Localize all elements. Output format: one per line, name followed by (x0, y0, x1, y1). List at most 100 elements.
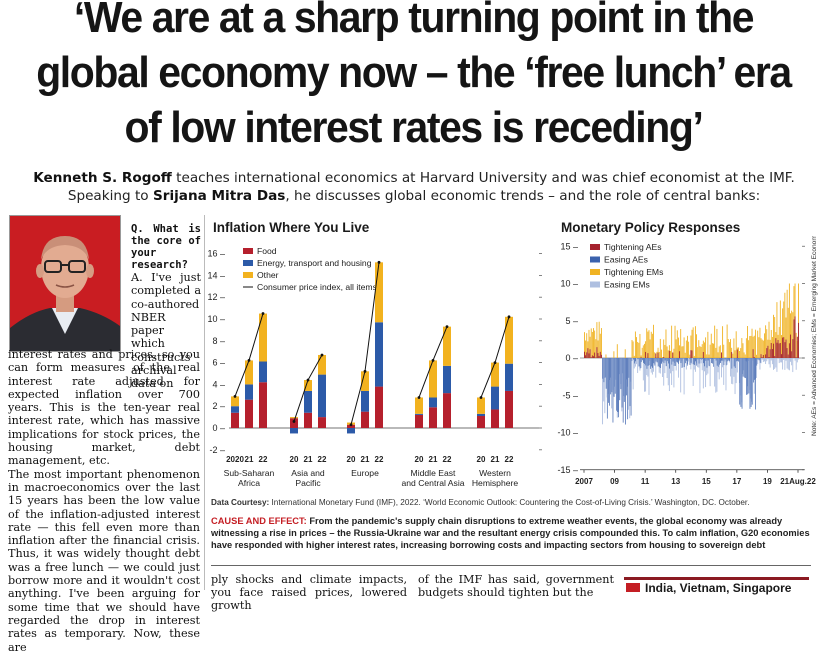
y-tick-label: 0 – (212, 423, 225, 433)
x-tick-label: 2007 (575, 477, 593, 486)
bar-tightening-em (671, 326, 672, 358)
bar-tightening-ae (797, 337, 798, 358)
y-tick-label: 10 – (207, 314, 225, 324)
inflation-chart: -2 –0 –2 –4 –6 –8 –10 –12 –14 –16 –FoodE… (205, 240, 550, 496)
bar-easing-ae (679, 358, 680, 360)
bar-tightening-em (636, 337, 637, 358)
bar-tightening-em (668, 350, 669, 358)
group-label: Asia and (291, 468, 325, 478)
bar-tightening-em (755, 330, 756, 358)
bar-tightening-em (601, 328, 602, 358)
bar-tightening-ae (767, 346, 768, 358)
legend-label: Energy, transport and housing (257, 258, 372, 268)
bar-tightening-em (741, 338, 742, 358)
cpi-point (321, 354, 324, 357)
bar-tightening-em (788, 308, 789, 358)
bar-tightening-em (678, 338, 679, 358)
bar-tightening-em (764, 333, 765, 358)
bar-easing-em (680, 358, 681, 392)
bar-tightening-em (713, 344, 714, 358)
sidebar-box-marker (626, 583, 640, 592)
bar-easing-ae (652, 358, 653, 368)
bar-easing-em (790, 358, 791, 362)
bar-easing-ae (649, 358, 650, 365)
bar-easing-em (781, 358, 782, 362)
bar-easing-ae (712, 358, 713, 364)
bar-tightening-em (639, 334, 640, 358)
bar-tightening-em (696, 334, 697, 358)
bar-easing-ae (647, 358, 648, 369)
bar-segment-other (231, 396, 239, 406)
bar-easing-em (773, 358, 774, 370)
y-tick-label: 16 – (207, 249, 225, 259)
bar-tightening-em (664, 345, 665, 358)
bar-easing-ae (736, 358, 737, 361)
bar-tightening-ae (784, 342, 785, 358)
bar-tightening-ae (788, 355, 789, 358)
bar-segment-food (443, 393, 451, 428)
bar-tightening-ae (772, 349, 773, 358)
y-tick-label: 10 – (560, 279, 578, 289)
bar-easing-em (798, 358, 799, 359)
bar-tightening-ae (780, 343, 781, 358)
bar-tightening-em (769, 322, 770, 358)
bar-easing-ae (664, 358, 665, 363)
sidebar-box-title: India, Vietnam, Singapore (645, 581, 791, 595)
bar-tightening-ae (775, 338, 776, 358)
bar-easing-em (763, 358, 764, 362)
bar-tightening-ae (795, 316, 796, 358)
bar-tightening-ae (703, 352, 704, 358)
bar-tightening-em (728, 339, 729, 358)
bar-tightening-em (723, 345, 724, 358)
bar-easing-ae (684, 358, 685, 367)
x-tick-label: 13 (671, 477, 680, 486)
legend-label: Easing AEs (604, 255, 648, 265)
bar-tightening-em (654, 352, 655, 358)
bar-tightening-ae (600, 352, 601, 358)
bar-easing-em (775, 358, 776, 367)
bar-segment-energy (259, 362, 267, 383)
bar-easing-ae (614, 358, 615, 397)
bar-tightening-ae (790, 335, 791, 358)
bar-tightening-em (740, 348, 741, 358)
author-name: Kenneth S. Rogoff (33, 170, 172, 186)
bar-tightening-em (693, 327, 694, 358)
bar-easing-em (736, 358, 737, 383)
cpi-point (293, 420, 296, 423)
bar-tightening-em (704, 342, 705, 358)
bar-tightening-ae (769, 357, 770, 358)
bar-easing-ae (610, 358, 611, 394)
answer-continued: interest rates and prices, so you can fo… (8, 348, 200, 468)
bar-tightening-em (644, 344, 645, 358)
bar-tightening-ae (765, 354, 766, 358)
bar-segment-food (491, 409, 499, 428)
standfirst-text-1: teaches international economics at Harva… (172, 170, 795, 186)
question: Q. What is the core of your research? (131, 223, 201, 271)
bar-easing-em (764, 358, 765, 361)
bar-easing-ae (675, 358, 676, 366)
bar-easing-em (789, 358, 790, 370)
bar-tightening-ae (587, 348, 588, 358)
bar-easing-ae (707, 358, 708, 368)
bar-segment-other (375, 262, 383, 322)
bar-easing-ae (728, 358, 729, 361)
bar-easing-ae (648, 358, 649, 366)
legend-swatch (243, 272, 253, 278)
bar-segment-other (318, 355, 326, 375)
bar-tightening-em (745, 354, 746, 358)
bar-easing-ae (624, 358, 625, 402)
bar-tightening-em (656, 352, 657, 358)
bar-tightening-em (756, 355, 757, 358)
bar-easing-ae (631, 358, 632, 416)
y-tick-label: -10 – (557, 428, 578, 438)
courtesy-text: International Monetary Fund (IMF), 2022.… (269, 498, 749, 507)
bar-tightening-em (710, 345, 711, 358)
bar-easing-ae (662, 358, 663, 362)
courtesy-label: Data Courtesy: (211, 498, 269, 507)
chart-title-inflation: Inflation Where You Live (213, 220, 369, 235)
bar-easing-ae (699, 358, 700, 364)
y-tick-label: 15 – (560, 241, 578, 251)
bar-tightening-em (666, 329, 667, 358)
bar-tightening-em (722, 326, 723, 358)
cpi-point (248, 359, 251, 362)
